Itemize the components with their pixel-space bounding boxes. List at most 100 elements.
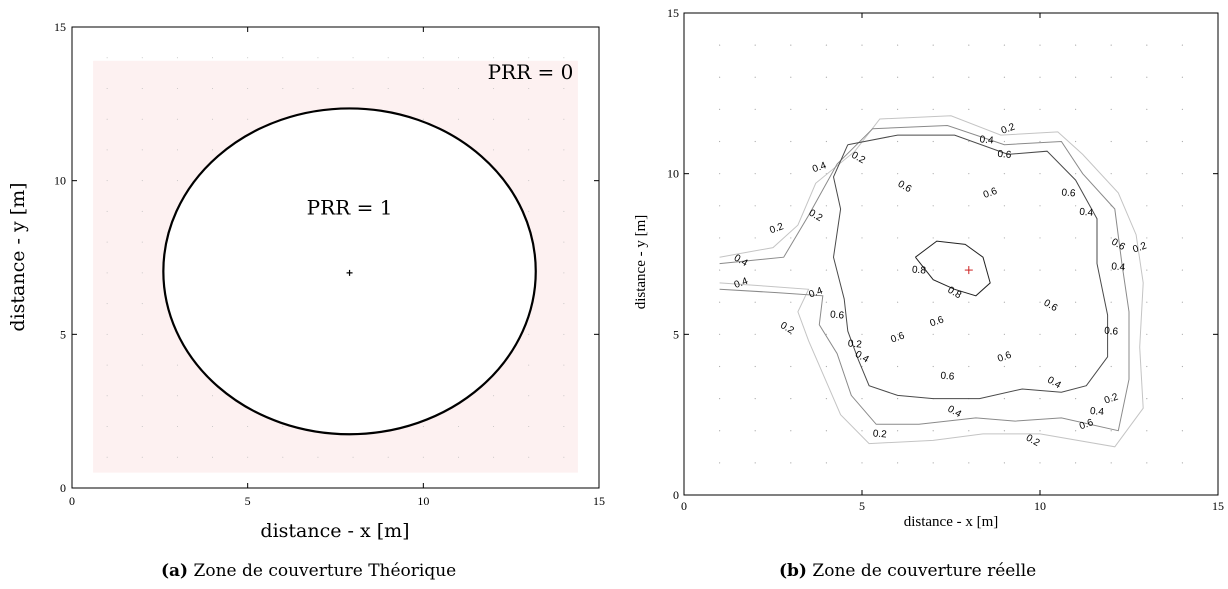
grid-dot-b	[1075, 173, 1077, 175]
grid-dot-b	[790, 108, 792, 110]
grid-dot-b	[1039, 205, 1041, 207]
contour-label: 0.2	[768, 221, 785, 236]
grid-dot-a	[493, 149, 495, 151]
grid-dot-a	[352, 87, 354, 89]
grid-dot-b	[968, 76, 970, 78]
grid-dot-a	[176, 57, 178, 59]
grid-dot-b	[719, 269, 721, 271]
grid-dot-b	[754, 333, 756, 335]
grid-dot-a	[282, 426, 284, 428]
grid-dot-b	[825, 108, 828, 110]
x-axis-label-b: distance - x [m]	[904, 514, 999, 530]
grid-dot-a	[141, 210, 143, 212]
source-marker-b	[964, 266, 973, 275]
tick-group-b: 0 5 10 15 0 5 10 15	[667, 6, 1224, 513]
grid-dot-b	[1110, 76, 1112, 78]
contour-label: 0.2	[847, 338, 862, 350]
grid-dot-b	[1039, 173, 1041, 175]
grid-dot-b	[861, 462, 863, 464]
grid-dot-b	[897, 237, 899, 239]
grid-dot-b	[1110, 301, 1112, 303]
grid-dot-b	[932, 237, 934, 239]
contour-label: 0.6	[1042, 298, 1060, 315]
grid-dot-a	[528, 87, 530, 89]
grid-dot-a	[528, 118, 530, 120]
grid-dot-a	[352, 456, 354, 458]
grid-dot-a	[563, 57, 565, 59]
contour-label: 0.4	[807, 285, 824, 300]
grid-dot-a	[176, 118, 178, 120]
contour-line-0-4	[719, 124, 1130, 432]
grid-dot-a	[422, 118, 424, 120]
prr-annotation-0: PRR = 0	[488, 60, 574, 84]
grid-dot-a	[493, 426, 495, 428]
grid-dot-b	[1110, 333, 1112, 335]
grid-dot-b	[861, 398, 863, 400]
grid-dot-b	[1181, 237, 1183, 239]
grid-dot-b	[861, 173, 863, 175]
grid-dot-b	[754, 365, 756, 368]
grid-dot-b	[825, 237, 828, 239]
grid-dot-b	[1003, 237, 1006, 239]
grid-dot-b	[897, 365, 899, 368]
grid-dot-a	[141, 456, 143, 458]
plot-frame-b	[683, 12, 1219, 496]
grid-dot-a	[176, 395, 178, 397]
grid-dot-b	[1039, 269, 1041, 271]
x-tick-label-a: 10	[417, 494, 429, 508]
grid-dot-b	[754, 237, 756, 239]
grid-dot-b	[1110, 269, 1112, 271]
grid-dot-a	[141, 303, 143, 305]
grid-dot-b	[1146, 398, 1148, 400]
grid-dot-b	[754, 44, 756, 46]
x-axis-label-a: distance - x [m]	[260, 520, 409, 542]
grid-dot-b	[1146, 365, 1148, 368]
grid-dot-b	[719, 173, 721, 175]
grid-dot-b	[1181, 365, 1183, 368]
grid-dot-a	[141, 180, 143, 182]
grid-dot-b	[754, 398, 756, 400]
grid-dot-b	[932, 430, 934, 432]
grid-dot-b	[861, 237, 863, 239]
grid-dot-b	[1039, 462, 1041, 464]
grid-dot-a	[176, 426, 178, 428]
grid-dot-b	[861, 44, 863, 46]
grid-dot-b	[754, 205, 756, 207]
grid-dot-a	[106, 87, 108, 89]
grid-dot-b	[719, 333, 721, 335]
grid-dot-b	[754, 108, 756, 110]
grid-dot-b	[1181, 44, 1183, 46]
grid-dot-b	[719, 108, 721, 110]
grid-dot-b	[719, 140, 721, 143]
grid-dot-b	[932, 108, 934, 110]
x-tick-label-a: 15	[593, 494, 605, 508]
x-tick-label-b: 0	[681, 499, 687, 513]
caption-b: (b) Zone de couverture réelle	[779, 561, 1036, 581]
grid-dot-b	[719, 462, 721, 464]
grid-dot-b	[790, 398, 792, 400]
grid-dot-a	[457, 456, 459, 458]
y-axis-label-b: distance - y [m]	[633, 215, 649, 310]
grid-dot-b	[790, 462, 792, 464]
grid-dot-b	[1039, 430, 1041, 432]
grid-dot-a	[563, 210, 565, 212]
x-tick-label-a: 0	[69, 494, 75, 508]
grid-dot-b	[1075, 430, 1077, 432]
grid-dot-b	[1110, 237, 1112, 239]
contour-label: 0.6	[1109, 237, 1127, 254]
grid-dot-b	[825, 205, 828, 207]
grid-dot-b	[968, 462, 970, 464]
grid-dot-b	[754, 430, 756, 432]
contour-label: 0.4	[946, 404, 964, 421]
grid-dot-b	[825, 430, 828, 432]
grid-dot-a	[457, 87, 459, 89]
grid-dot-b	[754, 76, 756, 78]
grid-dot-a	[212, 57, 214, 59]
grid-dot-a	[422, 426, 424, 428]
grid-dot-b	[790, 237, 792, 239]
grid-dot-b	[790, 365, 792, 368]
x-tick-label-b: 5	[859, 499, 865, 513]
grid-dot-b	[1181, 430, 1183, 432]
grid-dot-b	[1146, 205, 1148, 207]
